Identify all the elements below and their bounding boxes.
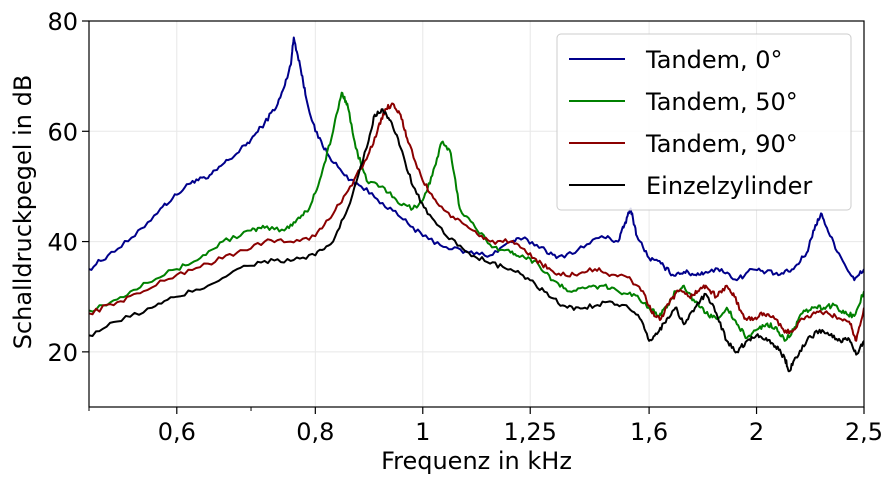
series-layer bbox=[89, 36, 864, 373]
x-tick-label: 2 bbox=[749, 418, 764, 446]
x-tick-label: 0,6 bbox=[158, 418, 196, 446]
x-axis-title: Frequenz in kHz bbox=[381, 447, 572, 475]
legend-label: Tandem, 0° bbox=[645, 46, 783, 74]
y-tick-label: 60 bbox=[47, 118, 78, 146]
legend-label: Tandem, 50° bbox=[645, 88, 798, 116]
series-line-1 bbox=[89, 36, 864, 282]
x-tick-label: 2,5 bbox=[845, 418, 883, 446]
x-tick-label: 0,8 bbox=[296, 418, 334, 446]
y-axis-title: Schalldruckpegel in dB bbox=[9, 75, 37, 350]
y-tick-label: 20 bbox=[47, 339, 78, 367]
legend-label: Tandem, 90° bbox=[645, 130, 798, 158]
series-line-3 bbox=[89, 102, 864, 342]
x-tick-label: 1 bbox=[415, 418, 430, 446]
x-axis: 0,6 0,8 1 1,25 1,6 2 2,5 bbox=[88, 407, 883, 446]
x-tick-label: 1,25 bbox=[504, 418, 557, 446]
y-tick-label: 40 bbox=[47, 229, 78, 257]
plot-frame bbox=[88, 20, 865, 408]
x-tick-label: 1,6 bbox=[630, 418, 668, 446]
y-axis: 20 40 60 80 bbox=[47, 8, 89, 367]
series-line-4 bbox=[89, 108, 864, 373]
legend-box bbox=[556, 33, 852, 211]
legend-label: Einzelzylinder bbox=[646, 172, 812, 200]
legend: Tandem, 0° Tandem, 50° Tandem, 90° Einzelzy… bbox=[556, 33, 852, 211]
y-tick-label: 80 bbox=[47, 8, 78, 36]
